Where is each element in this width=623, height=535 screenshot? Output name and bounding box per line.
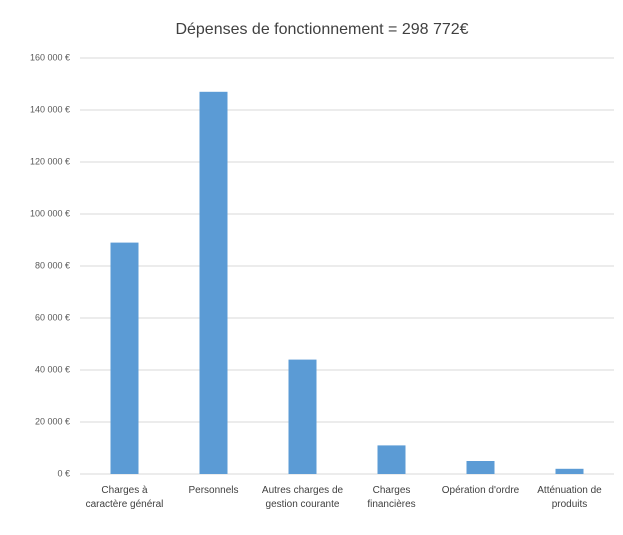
x-tick-label: Atténuation de produits <box>537 485 602 510</box>
bar <box>466 461 495 474</box>
chart-title: Dépenses de fonctionnement = 298 772€ <box>175 21 468 38</box>
y-tick-label: 140 000 € <box>30 104 70 114</box>
y-tick-label: 160 000 € <box>30 52 70 62</box>
x-tick-label: Charges à caractère général <box>85 485 164 510</box>
x-tick-label: Personnels <box>188 485 239 496</box>
y-tick-label: 80 000 € <box>35 260 70 270</box>
y-tick-label: 60 000 € <box>35 312 70 322</box>
bar <box>110 242 139 474</box>
bar <box>555 468 584 474</box>
y-tick-label: 0 € <box>57 468 70 478</box>
y-tick-label: 120 000 € <box>30 156 70 166</box>
bar <box>377 445 406 474</box>
bar <box>199 91 228 475</box>
bar <box>288 359 317 474</box>
x-tick-label: Autres charges de gestion courante <box>261 485 344 510</box>
x-tick-label: Opération d'ordre <box>441 485 520 496</box>
y-tick-label: 20 000 € <box>35 416 70 426</box>
y-tick-label: 40 000 € <box>35 364 70 374</box>
y-tick-label: 100 000 € <box>30 208 70 218</box>
x-tick-label: Charges financières <box>367 485 416 510</box>
